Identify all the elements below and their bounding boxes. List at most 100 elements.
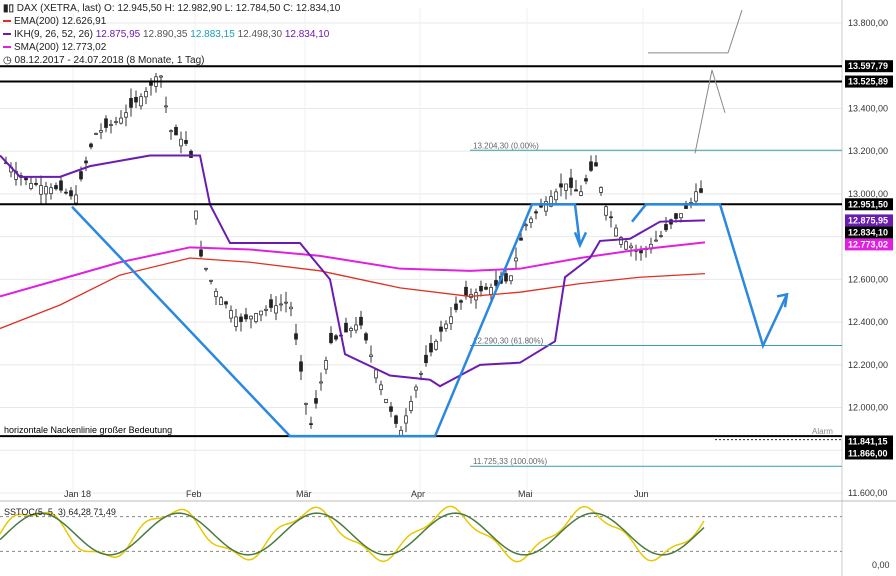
candle-body — [124, 112, 128, 118]
oscillator-label: SSTOC(5, 5, 3) 64,28 71,49 — [4, 507, 116, 517]
candle-body — [434, 340, 438, 350]
ikh-value-2: 12.890,35 — [143, 29, 188, 40]
candle-body — [589, 161, 593, 171]
y-tick-label: 12.400,00 — [848, 317, 888, 327]
price-tag — [845, 435, 893, 448]
candle-body — [39, 185, 43, 195]
indicators — [0, 154, 706, 388]
y-tick-label: 12.600,00 — [848, 274, 888, 284]
candle-body — [404, 415, 408, 424]
candle-body — [624, 241, 628, 250]
candle-body — [334, 335, 338, 340]
candle-body — [119, 117, 123, 124]
stoch-d-line — [0, 512, 705, 556]
ikh-value-4: 12.498,30 — [237, 29, 283, 40]
candle-body — [219, 297, 223, 306]
legend-ema[interactable]: EMA(200) 12.626,91 — [3, 15, 340, 28]
price-tag-label: 12.875,95 — [848, 215, 888, 225]
candle-body — [424, 354, 428, 364]
candle-body — [164, 105, 168, 108]
candle-body — [69, 190, 73, 197]
ikh-label: IKH(9, 26, 52, 26) — [14, 29, 93, 40]
candle-body — [599, 187, 603, 193]
candle-body — [579, 191, 583, 196]
candle-body — [519, 237, 523, 241]
candle-body — [344, 322, 348, 333]
time-axis: Jan 18 Feb Mär Apr Mai Jun — [64, 489, 649, 499]
candle-body — [504, 273, 508, 282]
candle-body — [659, 235, 663, 237]
x-tick-label: Jun — [634, 489, 649, 499]
candle-body — [264, 308, 268, 311]
candle-body — [544, 201, 548, 212]
candle-body — [594, 162, 598, 167]
candle-body — [319, 381, 323, 384]
candle-body — [234, 316, 238, 327]
candle-body — [94, 133, 98, 135]
arrow-down-icon — [573, 231, 588, 249]
candle-body — [679, 213, 683, 219]
stoch-k-line — [0, 505, 705, 563]
candle-body — [464, 286, 468, 297]
candle-body — [134, 96, 138, 103]
candle-body — [254, 313, 258, 322]
candle-body — [159, 75, 163, 78]
pattern-line-right — [631, 203, 789, 350]
candle-body — [129, 98, 133, 108]
period-label: 08.12.2017 - 24.07.2018 (8 Monate, 1 Tag… — [14, 55, 205, 66]
candle-body — [244, 314, 248, 320]
price-tag — [845, 75, 893, 88]
ikh-value-1: 12.875,95 — [95, 29, 141, 40]
price-tag-label: 12.834,10 — [848, 227, 888, 237]
candle-body — [564, 183, 568, 191]
candle-body — [629, 245, 633, 249]
candle-body — [654, 239, 658, 242]
candle-body — [614, 227, 618, 237]
candle-body — [609, 216, 613, 219]
legend-ikh[interactable]: IKH(9, 26, 52, 26) 12.875,95 12.890,35 1… — [3, 28, 340, 41]
candle-body — [144, 91, 148, 98]
price-tag-label: 13.597,79 — [848, 61, 888, 71]
candle-body — [209, 280, 213, 282]
price-tag-label: 12.773,02 — [848, 239, 888, 249]
candle-body — [444, 323, 448, 329]
ema-line — [0, 257, 706, 330]
candle-body — [214, 290, 218, 297]
candle-body — [459, 300, 463, 303]
candle-body — [304, 402, 308, 405]
candle-icon: ▮▯ — [3, 3, 15, 14]
candle-body — [64, 191, 68, 194]
candle-body — [374, 369, 378, 379]
price-tags: 13.597,79 13.525,89 12.951,50 12.875,95 12.8… — [845, 60, 893, 460]
candle-body — [314, 398, 318, 404]
candle-body — [294, 333, 298, 340]
legend-instrument: ▮▯ DAX (XETRA, last) O: 12.945,50 H: 12.… — [3, 2, 340, 15]
candle-body — [369, 354, 373, 357]
projection-line-1 — [648, 10, 743, 54]
grid — [0, 0, 843, 576]
x-tick-label: Jan 18 — [64, 489, 91, 499]
price-tag-label: 12.951,50 — [848, 199, 888, 209]
candle-body — [419, 373, 423, 375]
x-tick-label: Apr — [411, 489, 425, 499]
candle-body — [194, 210, 198, 220]
legend-period: ◷ 08.12.2017 - 24.07.2018 (8 Monate, 1 T… — [3, 54, 340, 67]
candle-body — [204, 267, 208, 270]
price-tag-label: 13.525,89 — [848, 77, 888, 87]
candle-body — [284, 301, 288, 304]
candle-body — [99, 130, 103, 133]
legend-sma[interactable]: SMA(200) 12.773,02 — [3, 41, 340, 54]
candle-body — [229, 310, 233, 319]
oscillator-panel: SSTOC(5, 5, 3) 64,28 71,49 0,00 — [0, 500, 896, 570]
candle-body — [289, 306, 293, 310]
candle-body — [299, 361, 303, 372]
y-tick-label: 13.200,00 — [848, 146, 888, 156]
y-tick-label: 13.400,00 — [848, 103, 888, 113]
price-tag-label: 11.866,00 — [848, 448, 888, 458]
candle-body — [529, 218, 533, 223]
y-tick-label: 12.200,00 — [848, 360, 888, 370]
neckline-annotation: horizontale Nackenlinie großer Bedeutung — [4, 425, 172, 435]
candle-body — [449, 316, 453, 324]
candle-body — [569, 177, 573, 188]
